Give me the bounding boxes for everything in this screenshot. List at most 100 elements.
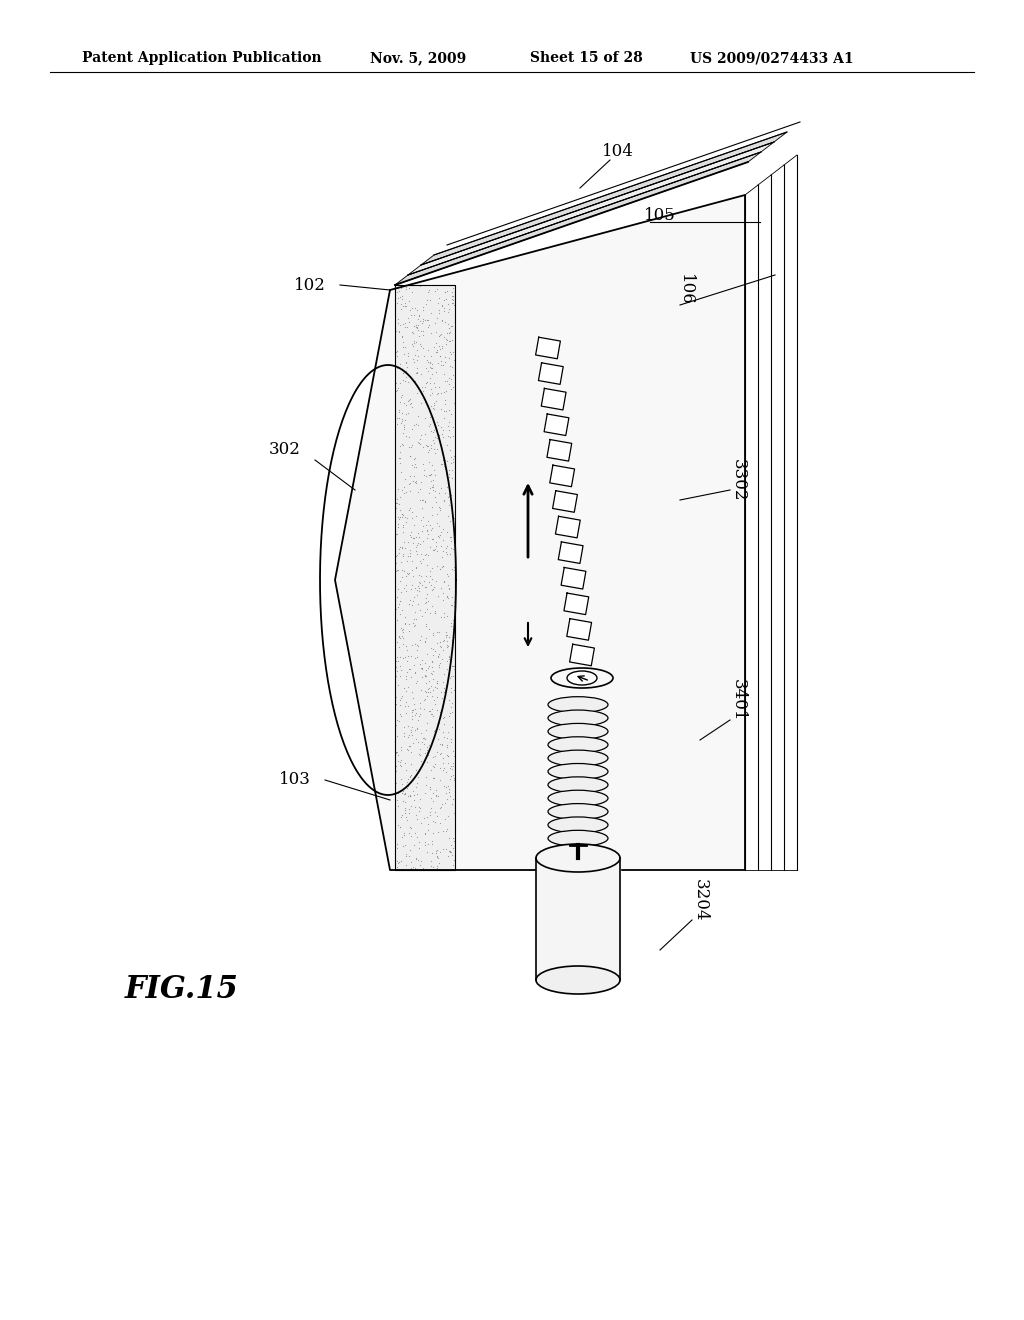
Point (400, 277, 417, 298)
Point (397, 581, 414, 602)
Point (401, 393, 418, 414)
Point (429, 855, 445, 876)
Point (402, 525, 419, 546)
Point (443, 459, 460, 480)
Point (403, 418, 420, 440)
Point (418, 665, 434, 686)
Point (440, 574, 457, 595)
Point (410, 579, 426, 601)
Point (444, 665, 461, 686)
Point (433, 355, 450, 376)
Point (429, 673, 445, 694)
Point (433, 688, 450, 709)
Text: 302: 302 (269, 441, 301, 458)
Point (394, 326, 411, 347)
Point (435, 570, 452, 591)
Point (388, 850, 404, 871)
Point (417, 544, 433, 565)
Point (411, 572, 427, 593)
Point (424, 569, 440, 590)
Point (441, 374, 458, 395)
Text: 104: 104 (602, 144, 634, 161)
Point (434, 310, 451, 331)
Point (440, 648, 457, 669)
Point (406, 515, 422, 536)
Point (416, 727, 432, 748)
Point (438, 536, 455, 557)
Point (440, 322, 457, 343)
Point (441, 511, 458, 532)
Ellipse shape (548, 710, 608, 726)
Point (427, 426, 443, 447)
Point (443, 315, 460, 337)
Point (443, 293, 460, 314)
Point (445, 292, 462, 313)
Point (425, 479, 441, 500)
Point (415, 309, 431, 330)
Point (439, 624, 456, 645)
Point (399, 775, 416, 796)
Point (443, 632, 460, 653)
Point (429, 622, 445, 643)
Point (416, 459, 432, 480)
Point (429, 647, 445, 668)
Point (394, 783, 411, 804)
Ellipse shape (548, 750, 608, 766)
Point (398, 639, 415, 660)
Point (441, 341, 458, 362)
Point (404, 335, 421, 356)
Point (411, 743, 427, 764)
Point (442, 834, 459, 855)
Point (409, 544, 425, 565)
Point (429, 840, 445, 861)
Point (435, 759, 452, 780)
Point (418, 746, 434, 767)
Point (443, 636, 460, 657)
Point (435, 838, 452, 859)
Point (413, 433, 429, 454)
Point (418, 681, 434, 702)
Point (392, 447, 409, 469)
Point (410, 309, 426, 330)
Point (411, 432, 427, 453)
Point (416, 698, 432, 719)
Point (404, 591, 421, 612)
Point (443, 289, 460, 310)
Point (406, 414, 422, 436)
Ellipse shape (548, 763, 608, 780)
Point (420, 511, 436, 532)
Point (402, 825, 419, 846)
Point (400, 726, 417, 747)
Point (422, 850, 438, 871)
Point (446, 830, 463, 851)
Point (433, 338, 450, 359)
Point (441, 411, 458, 432)
Point (395, 836, 412, 857)
Point (395, 543, 412, 564)
Point (388, 772, 404, 793)
Point (435, 722, 452, 743)
Ellipse shape (548, 791, 608, 807)
Point (438, 735, 455, 756)
Point (410, 850, 426, 871)
Point (388, 649, 404, 671)
Point (431, 558, 447, 579)
Point (421, 482, 437, 503)
Point (419, 528, 435, 549)
Point (407, 634, 423, 655)
Point (432, 339, 449, 360)
Point (445, 803, 462, 824)
Point (401, 545, 418, 566)
Point (434, 793, 451, 814)
Point (399, 371, 416, 392)
Point (424, 454, 440, 475)
Point (427, 601, 443, 622)
Point (414, 574, 430, 595)
Point (427, 801, 443, 822)
Ellipse shape (548, 723, 608, 739)
Point (422, 602, 438, 623)
Point (410, 414, 426, 436)
Point (406, 351, 422, 372)
Point (412, 310, 428, 331)
Point (420, 360, 436, 381)
